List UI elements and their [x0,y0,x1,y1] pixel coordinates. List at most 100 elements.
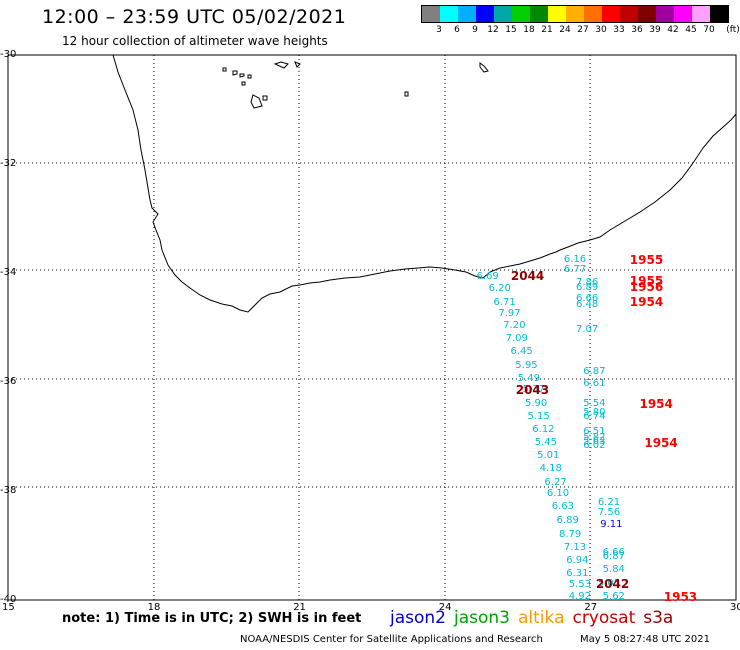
legend-swatch [422,6,440,22]
legend-swatch [494,6,512,22]
wave-height-value: 4.92 [568,591,591,603]
pass-time-value: 1954 [639,396,673,411]
pass-time-value: 2042 [595,576,630,591]
legend-label: 39 [649,25,661,35]
lon-tick-label: 15 [2,602,15,613]
legend-label: 9 [472,25,478,35]
wave-height-value: 6.48 [575,298,599,310]
lon-tick-label: 18 [147,602,161,613]
legend-swatch [620,6,638,22]
island [250,94,263,109]
legend-swatch [476,6,494,22]
satellite-legend-jason2: jason2 [390,608,446,628]
wave-height-value: 5.95 [515,359,538,371]
legend-color-boxes [421,5,729,23]
lon-tick-label: 21 [293,602,306,613]
island [239,73,245,78]
legend-swatch [548,6,566,22]
wave-height-value: 7.07 [575,324,599,336]
legend-swatch [584,6,602,22]
island [262,95,268,101]
wave-height-value: 6.02 [583,439,606,451]
legend-label: 21 [541,25,553,35]
island [404,91,409,97]
lon-tick-label: 27 [584,602,598,613]
wave-height-value: 6.87 [583,366,606,378]
satellite-legend: jason2 jason3 altika cryosat s3a [390,608,681,628]
wave-height-value: 6.21 [597,496,621,508]
wave-height-value: 7.56 [597,506,621,518]
wave-height-value: 5.45 [534,437,557,449]
color-scale-legend: 3 6 9 12 15 18 21 24 27 30 33 36 39 42 45 70 (ft) [421,5,740,37]
pass-time-value: 1953 [663,590,698,605]
legend-label: 3 [436,25,442,35]
wave-height-value: 9.11 [600,518,623,530]
pass-time-value: 1955 [629,274,664,289]
lat-tick-label: -38 [0,485,17,496]
wave-height-value: 5.49 [517,373,540,385]
wave-height-value: 6.12 [532,423,555,435]
map-subtitle: 12 hour collection of altimeter wave hei… [62,34,328,48]
island [294,61,301,68]
map-title: 12:00 – 23:59 UTC 05/02/2021 [42,6,347,28]
legend-label: 27 [577,25,589,35]
coastline [112,54,737,313]
legend-label: 33 [613,25,625,35]
wave-height-value: 5.37 [522,384,545,396]
graticule [8,55,736,600]
legend-swatch [638,6,656,22]
pass-time-value: 1956 [629,279,664,294]
footer-note: note: 1) Time is in UTC; 2) SWH is in fe… [62,611,362,626]
wave-height-value: 6.20 [488,283,511,295]
lon-tick-label: 30 [730,602,740,613]
wave-height-value: 5.05 [597,577,621,589]
legend-label: 24 [559,25,571,35]
satellite-legend-cryosat: cryosat [572,608,636,628]
wave-height-value: 6.74 [583,411,606,423]
wave-height-value: 6.69 [476,270,499,282]
map-frame [7,54,737,601]
wave-height-value: 5.15 [527,411,550,423]
wave-height-value: 8.79 [558,528,582,540]
legend-swatch [674,6,692,22]
generated-timestamp: May 5 08:27:48 UTC 2021 [580,634,710,645]
legend-swatch [530,6,548,22]
legend-label: 45 [685,25,697,35]
legend-swatch [692,6,710,22]
satellite-legend-jason3: jason3 [454,608,510,628]
wave-height-value: 6.27 [544,476,567,488]
wave-height-value: 4.18 [539,463,562,475]
legend-label: 70 [703,25,715,35]
wave-height-value: 5.63 [583,435,606,447]
pass-time-value: 2043 [515,383,550,398]
islands [222,61,489,109]
wave-height-value: 6.31 [566,567,589,579]
island [273,61,289,69]
wave-height-value: 5.62 [602,591,625,603]
legend-label: 42 [667,25,679,35]
legend-label: 12 [487,25,499,35]
legend-labels: 3 6 9 12 15 18 21 24 27 30 33 36 39 42 45 70 (ft) [421,23,740,37]
legend-label: 15 [505,25,517,35]
wave-height-value: 5.80 [583,407,606,419]
island [479,62,489,73]
wave-height-value: 7.97 [498,307,521,319]
legend-swatch [566,6,584,22]
legend-label: 30 [595,25,607,35]
island [247,74,252,79]
wave-height-value: 5.53 [568,578,591,590]
lat-tick-label: -32 [0,158,17,169]
wave-height-value: 5.84 [602,564,625,576]
legend-swatch [458,6,476,22]
legend-swatch [602,6,620,22]
wave-height-value: 6.10 [546,487,570,499]
legend-swatch [512,6,530,22]
wave-height-value: 6.51 [583,426,606,438]
lat-tick-label: -40 [0,594,17,605]
wave-height-value: 6.16 [563,254,587,266]
wave-height-value: 6.89 [556,514,579,526]
credit-line: NOAA/NESDIS Center for Satellite Applica… [240,634,543,645]
wave-height-value: 6.89 [575,282,599,294]
pass-time-value: 1955 [629,253,664,268]
